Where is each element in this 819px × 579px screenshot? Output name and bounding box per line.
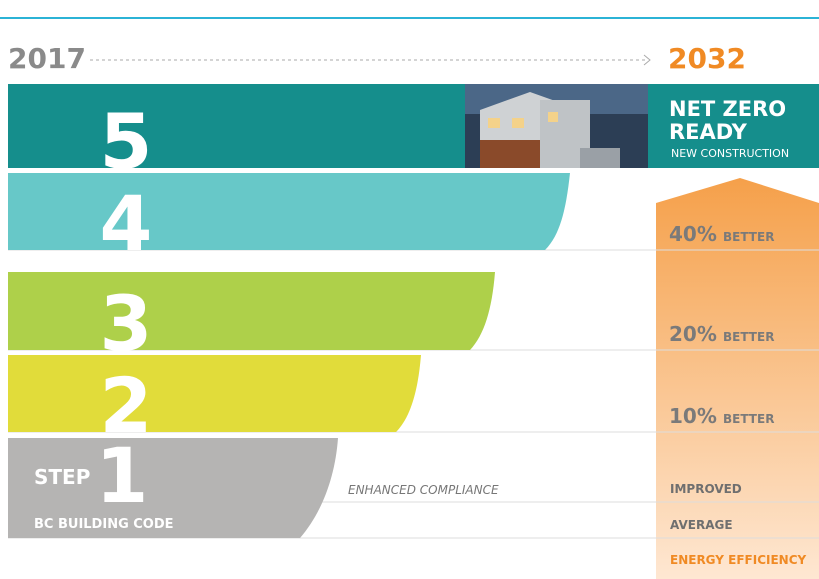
end-year: 2032	[668, 42, 746, 75]
step-note: ENHANCED COMPLIANCE	[348, 483, 499, 497]
percent: 20%	[669, 322, 717, 346]
step-title: READY	[669, 120, 748, 144]
footer-label: ENERGY EFFICIENCY	[670, 553, 807, 567]
start-year: 2017	[8, 42, 86, 75]
percent-suffix: BETTER	[723, 230, 774, 244]
step-2-bar	[8, 355, 421, 432]
step-caption: BC BUILDING CODE	[34, 517, 174, 532]
infographic: 2017 2032 5 4 3 2 1 STEP BC BUILDING COD…	[0, 0, 819, 579]
step-title: NET ZERO	[669, 97, 786, 121]
step-prefix: STEP	[34, 465, 90, 489]
house-photo	[465, 84, 648, 168]
right-label: AVERAGE	[670, 518, 733, 532]
step-number: 5	[100, 97, 153, 186]
percent: 10%	[669, 404, 717, 428]
right-label: IMPROVED	[670, 482, 742, 496]
percent-suffix: BETTER	[723, 330, 774, 344]
step-4-bar	[8, 173, 570, 250]
step-number: 4	[100, 179, 153, 268]
step-number: 3	[100, 279, 153, 368]
step-subtitle: NEW CONSTRUCTION	[671, 147, 789, 160]
percent: 40%	[669, 222, 717, 246]
step-number: 1	[96, 431, 149, 520]
percent-suffix: BETTER	[723, 412, 774, 426]
step-3-bar	[8, 272, 495, 350]
